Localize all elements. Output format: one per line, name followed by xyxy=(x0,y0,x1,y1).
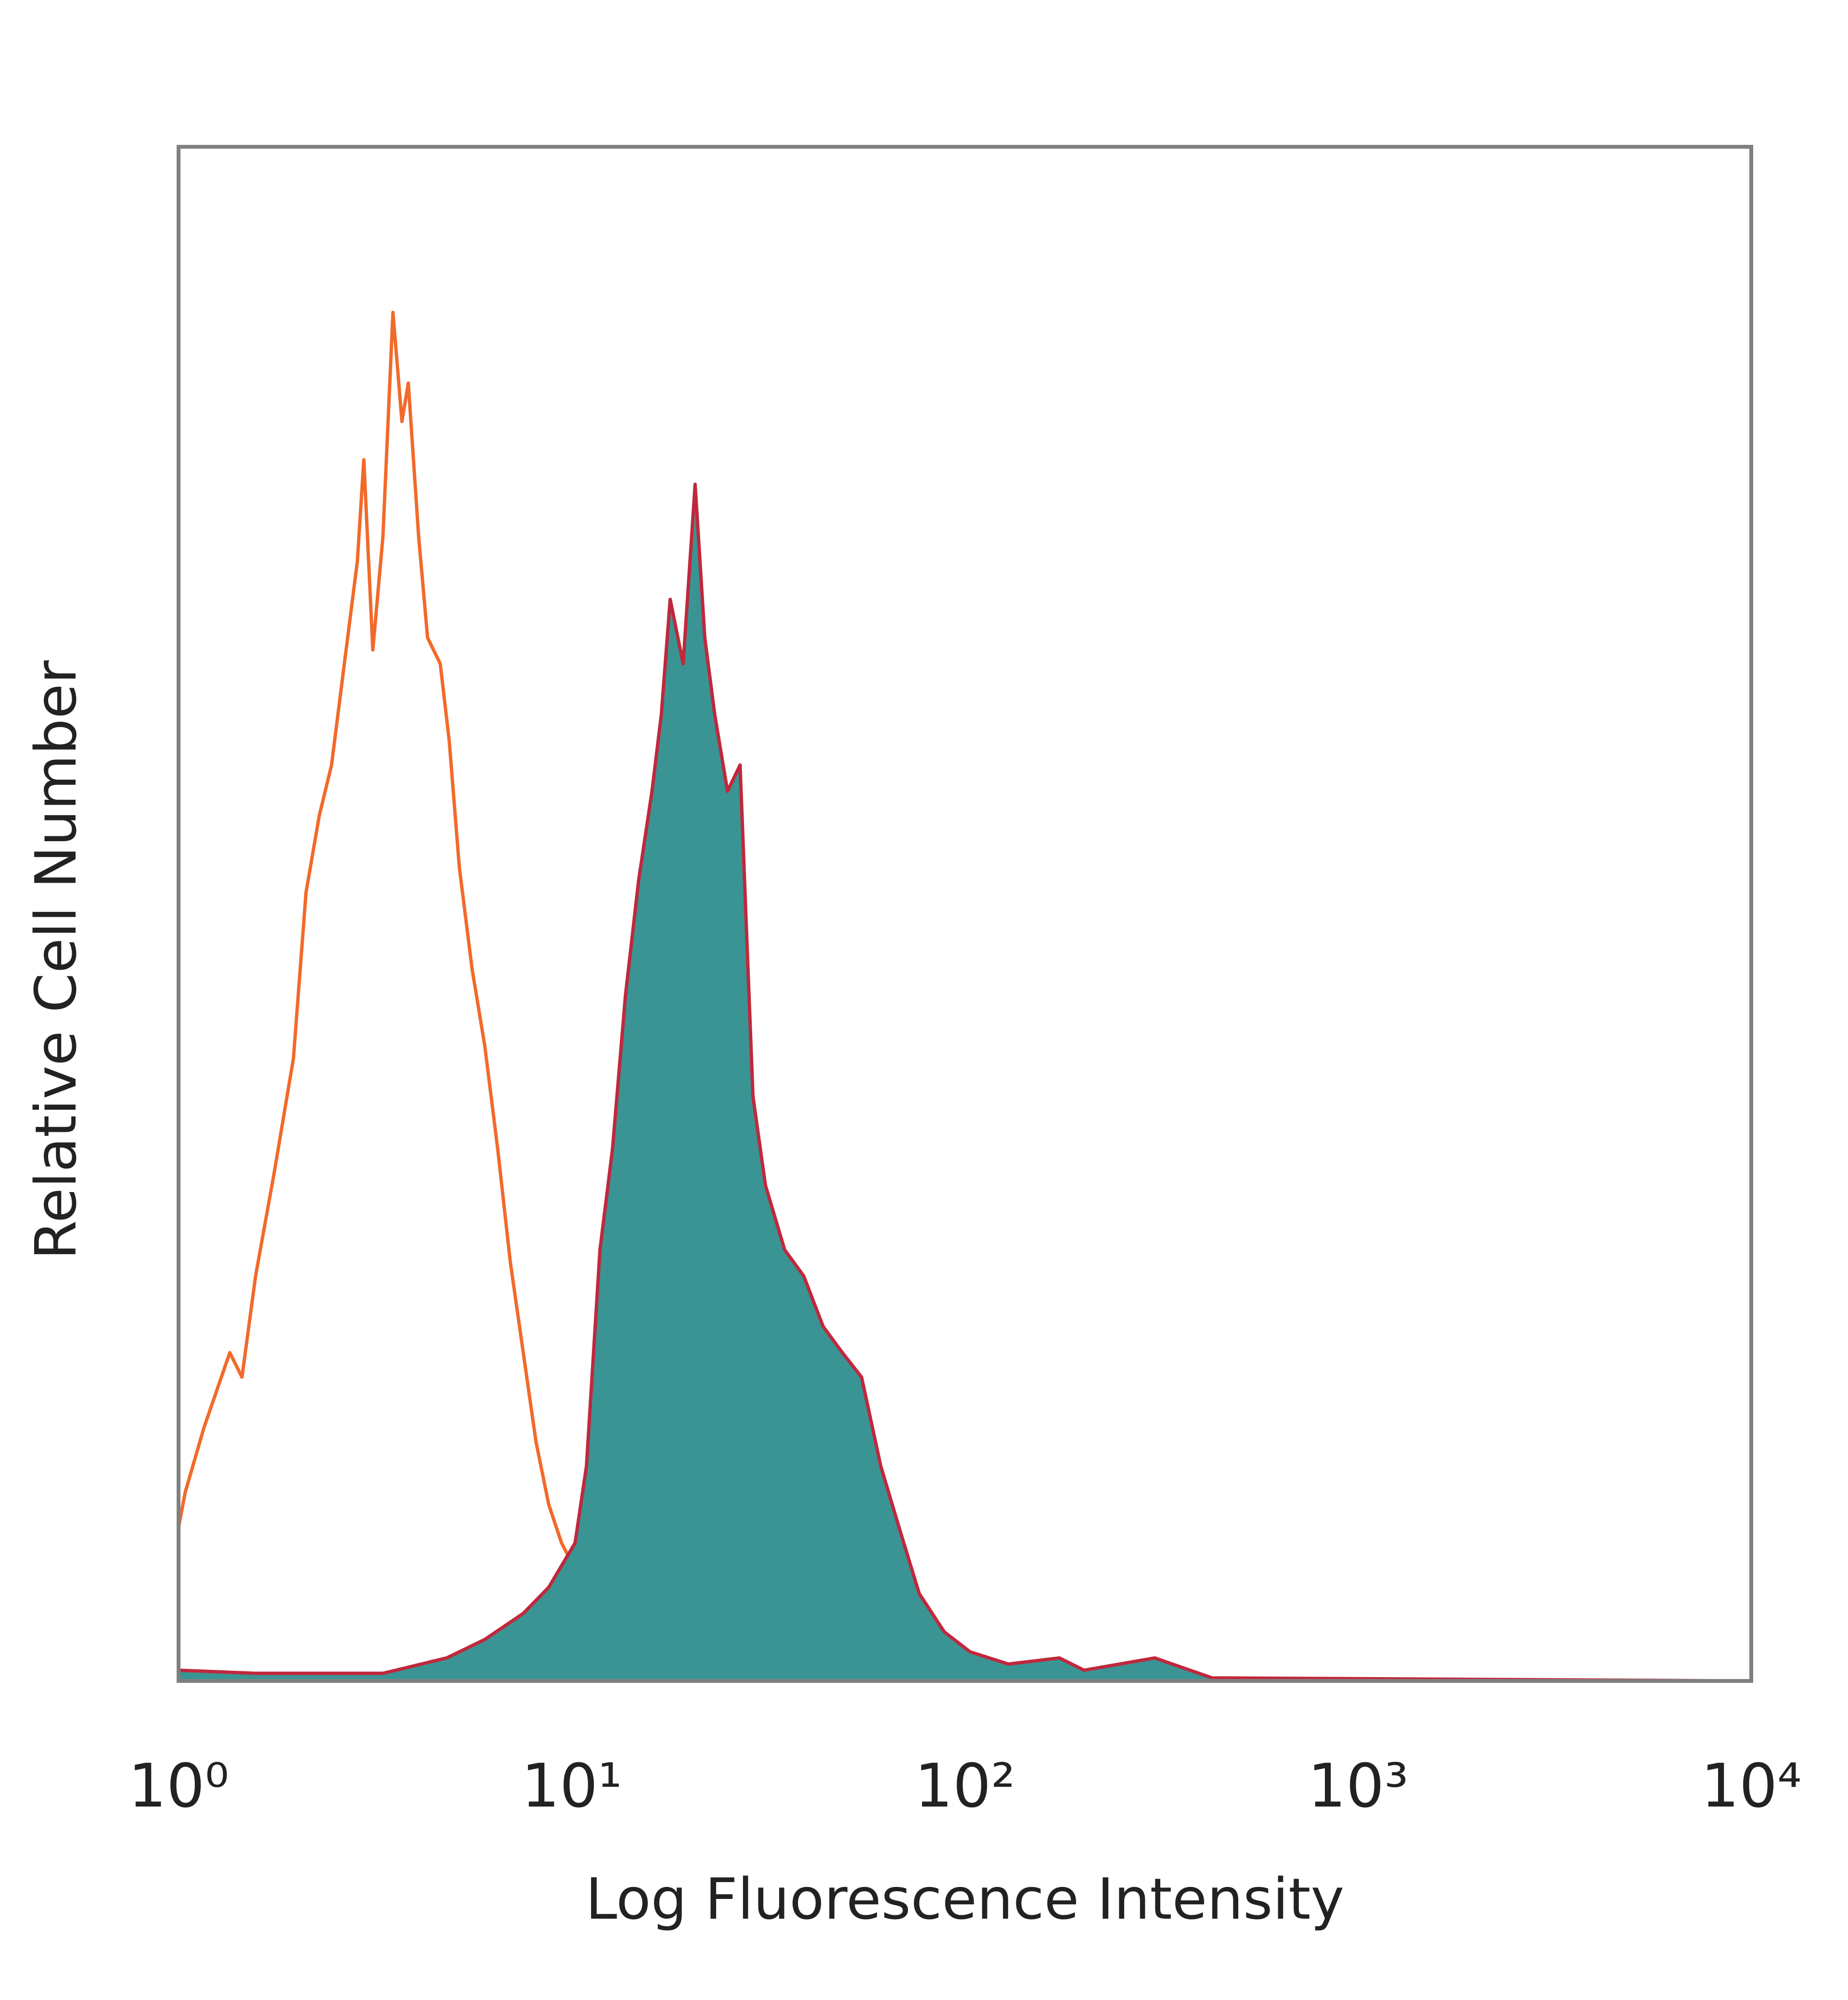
x-tick-label: 10¹ xyxy=(521,1751,622,1821)
plot-frame xyxy=(177,145,1753,1683)
histogram-area xyxy=(179,484,1751,1681)
histogram-line xyxy=(178,482,1752,1683)
x-axis-label: Log Fluorescence Intensity xyxy=(586,1866,1345,1932)
x-tick-label: 10⁴ xyxy=(1701,1751,1801,1821)
x-tick-label: 10² xyxy=(914,1751,1015,1821)
x-tick-label: 10⁰ xyxy=(128,1751,229,1821)
y-axis-label: Relative Cell Number xyxy=(23,660,89,1260)
x-tick-label: 10³ xyxy=(1308,1751,1408,1821)
histogram-line xyxy=(177,310,1751,1683)
